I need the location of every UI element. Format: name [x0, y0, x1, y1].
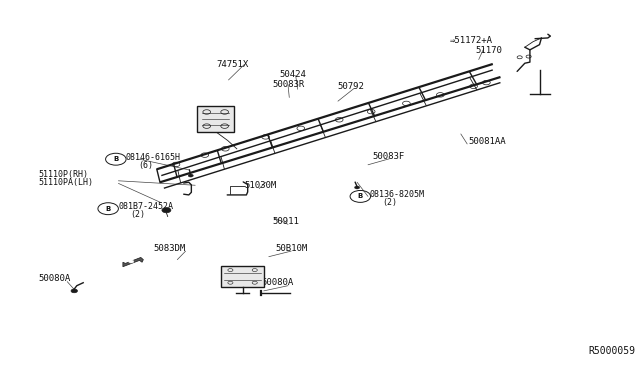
Text: (6): (6)	[138, 161, 153, 170]
Polygon shape	[123, 257, 143, 267]
Text: 08146-6165H: 08146-6165H	[125, 153, 180, 162]
Text: B: B	[358, 193, 363, 199]
Text: 5083DM: 5083DM	[154, 244, 186, 253]
Text: 51030M: 51030M	[244, 182, 276, 190]
Text: B: B	[106, 206, 111, 212]
Bar	[197, 106, 234, 132]
Text: (2): (2)	[382, 198, 397, 207]
Text: 51170: 51170	[476, 46, 502, 55]
Text: 50081AA: 50081AA	[468, 137, 506, 146]
Circle shape	[129, 260, 134, 263]
Text: 50424: 50424	[280, 70, 307, 79]
Text: 51110P(RH): 51110P(RH)	[38, 170, 88, 179]
Circle shape	[355, 186, 360, 189]
Text: 50B10M: 50B10M	[275, 244, 307, 253]
Text: (2): (2)	[131, 211, 145, 219]
Text: 50083F: 50083F	[372, 152, 404, 161]
Text: 50080A: 50080A	[261, 278, 293, 287]
Text: 50083R: 50083R	[272, 80, 304, 89]
Text: ⇒51172+A: ⇒51172+A	[449, 36, 492, 45]
Text: 50080A: 50080A	[38, 275, 70, 283]
Circle shape	[188, 174, 193, 177]
Circle shape	[162, 208, 171, 213]
Text: 08136-8205M: 08136-8205M	[370, 190, 425, 199]
Text: 50792: 50792	[337, 82, 364, 91]
Text: R5000059: R5000059	[589, 346, 636, 356]
Text: 50911: 50911	[272, 217, 299, 226]
Text: B: B	[113, 156, 118, 162]
Circle shape	[71, 289, 77, 293]
Text: 51110PA(LH): 51110PA(LH)	[38, 178, 93, 187]
Bar	[221, 266, 264, 287]
Text: 081B7-2452A: 081B7-2452A	[118, 202, 173, 211]
Text: 74751X: 74751X	[216, 60, 248, 69]
